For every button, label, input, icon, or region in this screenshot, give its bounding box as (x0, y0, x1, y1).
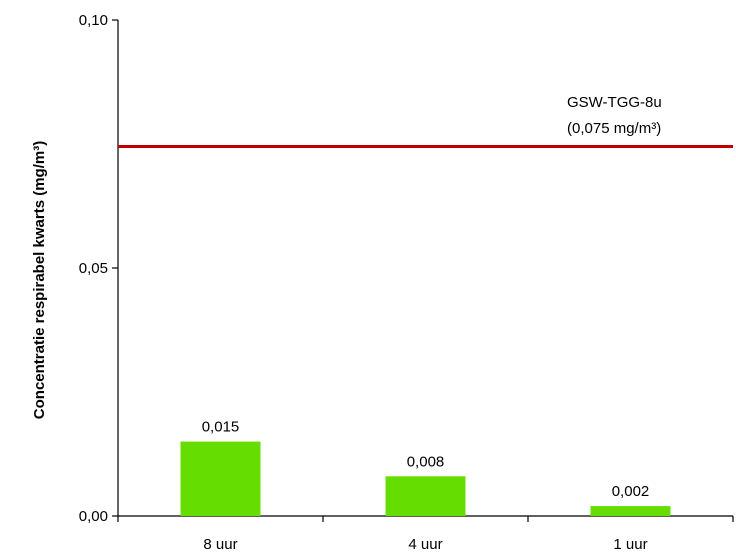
reference-line-value-label: (0,075 mg/m³) (567, 120, 661, 137)
bar (590, 506, 671, 516)
bars: 0,015 8 uur 0,008 4 uur 0,002 1 uur (117, 419, 734, 553)
bar (385, 476, 466, 516)
y-axis-title: Concentratie respirabel kwarts (mg/m³) (31, 141, 48, 419)
y-tick-label: 0,00 (79, 508, 108, 525)
y-tick-label: 0,10 (79, 12, 108, 29)
bar (180, 441, 261, 516)
reference-line-group: GSW-TGG-8u (0,075 mg/m³) (118, 94, 733, 148)
x-category-label: 4 uur (408, 536, 442, 553)
bar-value-label: 0,002 (612, 483, 650, 500)
bar-value-label: 0,015 (202, 419, 240, 436)
reference-line-label: GSW-TGG-8u (567, 94, 662, 111)
bar-value-label: 0,008 (407, 453, 445, 470)
y-tick-label: 0,05 (79, 260, 108, 277)
x-category-label: 1 uur (613, 536, 647, 553)
x-category-label: 8 uur (203, 536, 237, 553)
y-ticks: 0,00 0,05 0,10 (79, 12, 118, 525)
